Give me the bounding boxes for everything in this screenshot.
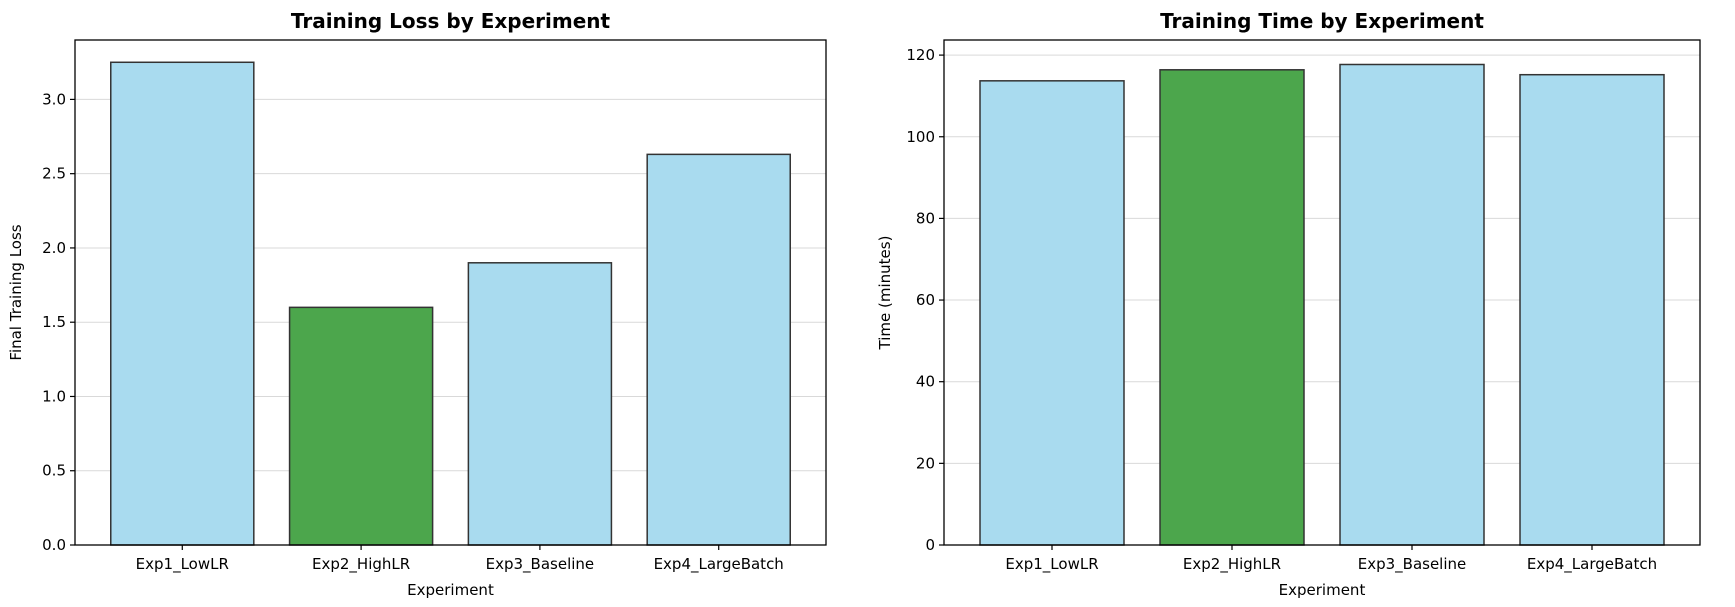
y-axis-label: Time (minutes) xyxy=(876,236,894,351)
loss-chart: Training Loss by Experiment Experiment F… xyxy=(7,9,827,599)
time-chart: Training Time by Experiment Experiment T… xyxy=(876,9,1701,599)
y-tick-label: 60 xyxy=(916,291,935,309)
y-tick-label: 0 xyxy=(925,536,935,554)
bar-exp2_highlr xyxy=(288,306,434,546)
plot-frame xyxy=(74,39,827,546)
y-tick-label: 3.0 xyxy=(42,90,66,108)
chart-title: Training Loss by Experiment xyxy=(291,9,611,33)
x-tick-label: Exp1_LowLR xyxy=(136,555,229,574)
x-tick-label: Exp3_Baseline xyxy=(486,555,595,574)
y-tick-label: 0.0 xyxy=(42,536,66,554)
y-tick-label: 100 xyxy=(906,128,935,146)
bar-exp3_baseline xyxy=(1339,63,1485,546)
bar-exp2_highlr xyxy=(1159,69,1305,546)
bar-exp4_largebatch xyxy=(1519,73,1665,546)
y-tick-label: 2.0 xyxy=(42,239,66,257)
bar-exp4_largebatch xyxy=(646,153,791,546)
x-tick-label: Exp2_HighLR xyxy=(312,555,410,574)
bar-exp1_lowlr xyxy=(110,61,255,546)
y-tick-label: 2.5 xyxy=(42,165,66,183)
x-tick-label: Exp4_LargeBatch xyxy=(1527,555,1657,574)
x-tick-label: Exp1_LowLR xyxy=(1005,555,1098,574)
chart-title: Training Time by Experiment xyxy=(1160,9,1484,33)
bars xyxy=(110,61,791,546)
y-tick-label: 1.0 xyxy=(42,387,66,405)
x-axis-label: Experiment xyxy=(1279,581,1366,599)
x-tick-label: Exp2_HighLR xyxy=(1183,555,1281,574)
y-axis-label: Final Training Loss xyxy=(7,224,25,360)
y-tick-label: 20 xyxy=(916,454,935,472)
y-tick-label: 80 xyxy=(916,209,935,227)
y-tick-label: 0.5 xyxy=(42,462,66,480)
x-tick-label: Exp4_LargeBatch xyxy=(654,555,784,574)
y-tick-label: 120 xyxy=(906,46,935,64)
x-tick-label: Exp3_Baseline xyxy=(1358,555,1467,574)
x-axis-label: Experiment xyxy=(407,581,494,599)
plot-frame xyxy=(943,39,1701,546)
bar-exp3_baseline xyxy=(467,262,613,546)
y-tick-label: 1.5 xyxy=(42,313,66,331)
y-tick-label: 40 xyxy=(916,373,935,391)
bars xyxy=(979,63,1665,546)
bar-exp1_lowlr xyxy=(979,80,1125,546)
